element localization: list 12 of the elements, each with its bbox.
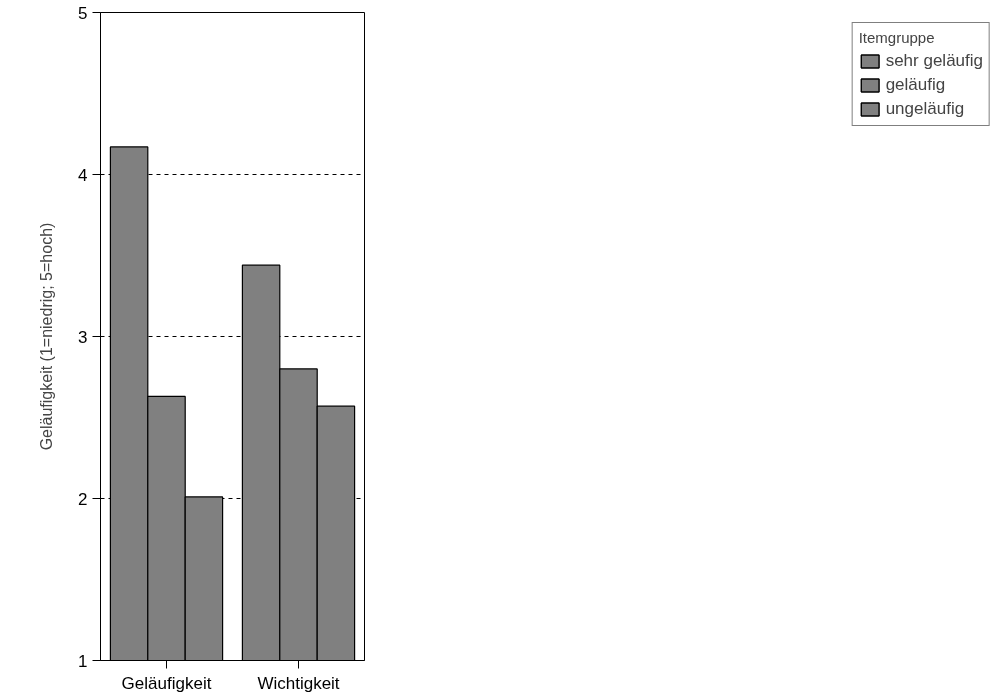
y-tick-label: 3 (78, 327, 88, 347)
legend-label: geläufig (885, 75, 946, 95)
legend-label: ungeläufig (885, 99, 965, 119)
y-tick-label: 5 (78, 3, 88, 23)
legend-label: sehr geläufig (885, 51, 983, 71)
y-tick-label: 2 (78, 489, 88, 509)
legend-title: Itemgruppe (858, 29, 936, 46)
x-tick-label: Geläufigkeit (121, 673, 212, 693)
y-tick-label: 4 (78, 165, 88, 185)
x-tick-label: Wichtigkeit (257, 673, 340, 693)
y-axis-title: Geläufigkeit (1=niedrig; 5=hoch) (38, 222, 56, 451)
y-tick-label: 1 (78, 651, 88, 671)
